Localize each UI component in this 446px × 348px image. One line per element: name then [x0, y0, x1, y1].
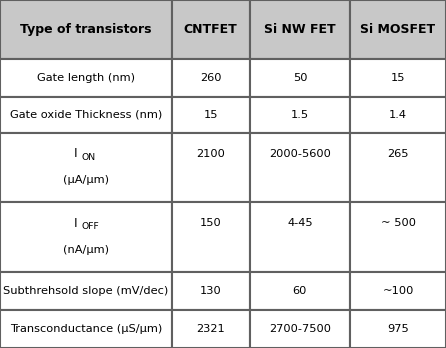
Text: ~100: ~100 — [382, 286, 414, 296]
Bar — [250, 59, 350, 97]
Bar — [350, 272, 446, 310]
Bar — [0, 133, 172, 202]
Text: 60: 60 — [293, 286, 307, 296]
Text: Si NW FET: Si NW FET — [264, 23, 336, 36]
Text: ON: ON — [81, 153, 95, 162]
Text: Transconductance (μS/μm): Transconductance (μS/μm) — [10, 324, 162, 334]
Bar — [0, 0, 172, 59]
Text: 130: 130 — [200, 286, 222, 296]
Text: 1.4: 1.4 — [389, 110, 407, 120]
Text: OFF: OFF — [81, 222, 99, 231]
Bar — [172, 272, 250, 310]
Text: Gate length (nm): Gate length (nm) — [37, 73, 135, 83]
Bar — [250, 202, 350, 272]
Text: I: I — [73, 217, 77, 230]
Text: Gate oxide Thickness (nm): Gate oxide Thickness (nm) — [10, 110, 162, 120]
Text: Type of transistors: Type of transistors — [20, 23, 152, 36]
Text: Si MOSFET: Si MOSFET — [360, 23, 436, 36]
Text: (nA/μm): (nA/μm) — [63, 245, 109, 255]
Bar — [250, 97, 350, 133]
Bar — [172, 202, 250, 272]
Bar — [250, 133, 350, 202]
Text: Subthrehsold slope (mV/dec): Subthrehsold slope (mV/dec) — [3, 286, 169, 296]
Bar — [250, 272, 350, 310]
Text: I: I — [73, 147, 77, 160]
Bar — [0, 97, 172, 133]
Text: 4-45: 4-45 — [287, 218, 313, 228]
Bar — [172, 133, 250, 202]
Bar — [250, 0, 350, 59]
Text: 2000-5600: 2000-5600 — [269, 149, 331, 159]
Text: 975: 975 — [387, 324, 409, 334]
Text: 265: 265 — [387, 149, 409, 159]
Bar — [172, 310, 250, 348]
Text: CNTFET: CNTFET — [184, 23, 238, 36]
Bar — [0, 310, 172, 348]
Text: (μA/μm): (μA/μm) — [63, 175, 109, 185]
Bar — [172, 59, 250, 97]
Bar — [172, 0, 250, 59]
Text: 150: 150 — [200, 218, 222, 228]
Bar — [0, 59, 172, 97]
Bar — [350, 133, 446, 202]
Text: 15: 15 — [391, 73, 405, 83]
Bar — [250, 310, 350, 348]
Text: ~ 500: ~ 500 — [380, 218, 416, 228]
Bar — [350, 97, 446, 133]
Bar — [350, 310, 446, 348]
Bar — [172, 97, 250, 133]
Text: 2700-7500: 2700-7500 — [269, 324, 331, 334]
Text: 50: 50 — [293, 73, 307, 83]
Bar — [350, 0, 446, 59]
Text: 15: 15 — [203, 110, 218, 120]
Bar — [350, 59, 446, 97]
Bar — [350, 202, 446, 272]
Text: 2100: 2100 — [196, 149, 225, 159]
Text: 1.5: 1.5 — [291, 110, 309, 120]
Bar — [0, 272, 172, 310]
Text: 260: 260 — [200, 73, 222, 83]
Text: 2321: 2321 — [196, 324, 225, 334]
Bar — [0, 202, 172, 272]
